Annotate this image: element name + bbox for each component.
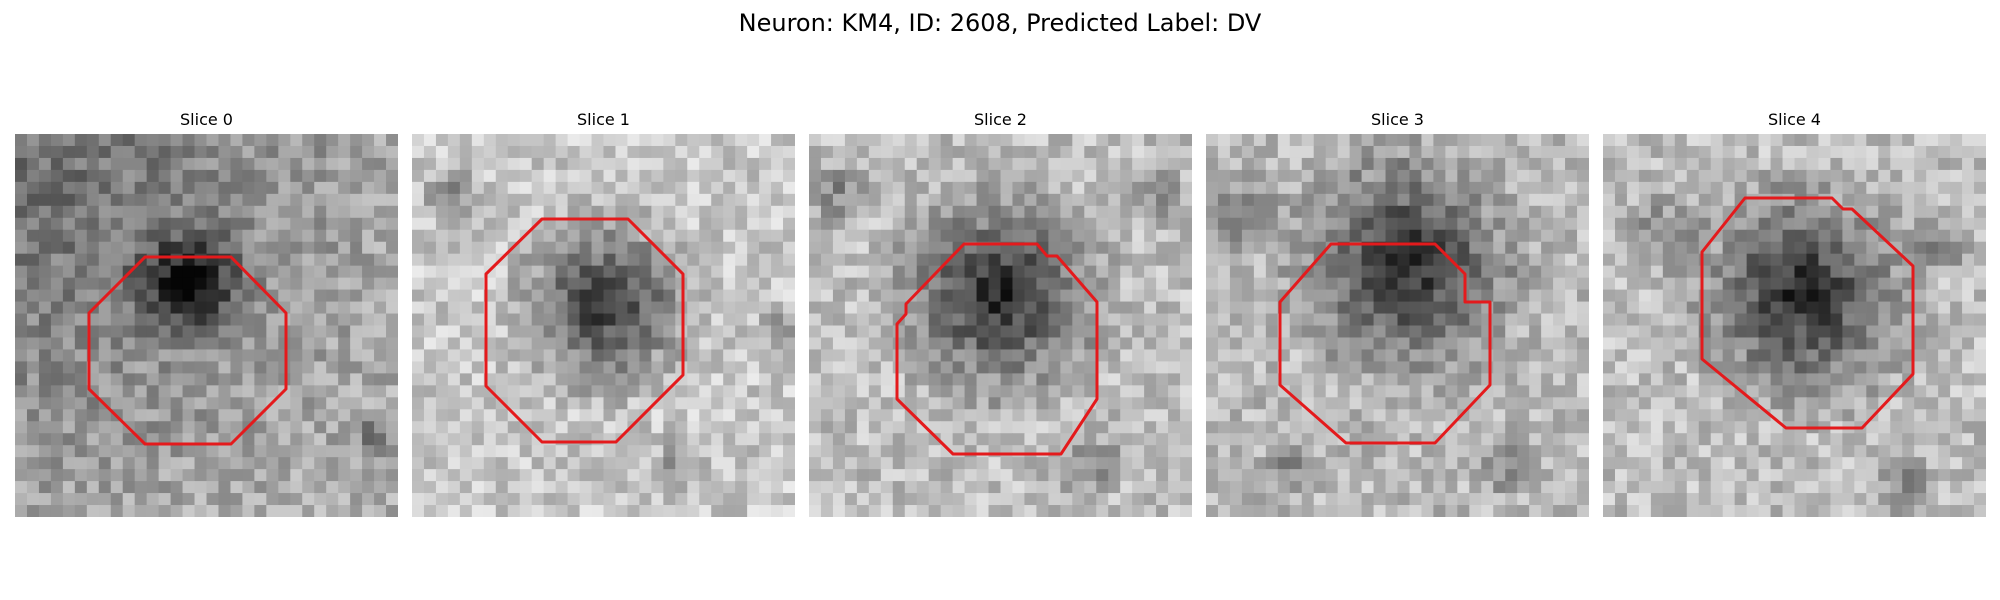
slice-title: Slice 4	[1768, 110, 1821, 129]
pixel-grid	[412, 134, 795, 517]
slice-title: Slice 2	[974, 110, 1027, 129]
roi-outline	[484, 217, 685, 444]
roi-outline	[1278, 242, 1492, 445]
slice-title: Slice 0	[180, 110, 233, 129]
slice-title: Slice 3	[1371, 110, 1424, 129]
roi-outline	[895, 242, 1099, 456]
pixel-grid	[1206, 134, 1589, 517]
slice-title: Slice 1	[577, 110, 630, 129]
pixel-grid	[15, 134, 398, 517]
roi-outline	[1700, 196, 1915, 430]
figure-title: Neuron: KM4, ID: 2608, Predicted Label: …	[738, 9, 1262, 37]
pixel-grid	[809, 134, 1192, 517]
slice-image	[809, 134, 1192, 517]
slice-image	[412, 134, 795, 517]
pixel-grid	[1603, 134, 1986, 517]
slice-image	[1603, 134, 1986, 517]
slice-image	[15, 134, 398, 517]
roi-outline	[87, 255, 288, 446]
slice-image	[1206, 134, 1589, 517]
